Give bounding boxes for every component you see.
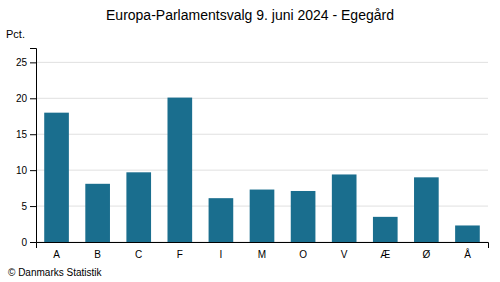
x-tick: C	[135, 249, 142, 260]
grid-line	[36, 134, 488, 135]
y-tick-label: 5	[21, 201, 27, 212]
x-tick: Æ	[380, 249, 390, 260]
grid-line	[36, 98, 488, 99]
y-tick-mark	[30, 170, 36, 171]
x-tick: V	[341, 249, 348, 260]
x-tick-label: C	[135, 249, 142, 260]
x-tick: Ø	[422, 249, 430, 260]
y-tick-label: 25	[16, 57, 28, 68]
chart: Europa-Parlamentsvalg 9. juni 2024 - Ege…	[0, 0, 500, 282]
x-tick-label: M	[258, 249, 266, 260]
x-tick: B	[94, 249, 101, 260]
x-axis: ABCFIMOVÆØÅ	[37, 243, 489, 261]
x-tick-label: F	[177, 249, 183, 260]
x-tick-label: O	[299, 249, 307, 260]
x-tick: F	[177, 249, 183, 260]
bar	[126, 172, 151, 242]
y-tick-label: 0	[21, 237, 27, 248]
y-label: Pct.	[6, 28, 25, 40]
y-tick-label: 20	[16, 93, 28, 104]
x-axis-line	[37, 243, 489, 249]
bars	[44, 98, 480, 242]
bar	[44, 113, 69, 242]
x-tick-label: Æ	[380, 249, 390, 260]
title: Europa-Parlamentsvalg 9. juni 2024 - Ege…	[106, 7, 394, 23]
grid-line	[36, 170, 488, 171]
y-tick-label: 15	[16, 129, 28, 140]
x-tick-label: I	[220, 249, 223, 260]
y-tick: 20	[16, 93, 36, 104]
x-tick-label: B	[94, 249, 101, 260]
y-tick-label: 10	[16, 165, 28, 176]
y-tick-mark	[30, 134, 36, 135]
x-tick-label: A	[53, 249, 60, 260]
bar	[167, 98, 192, 242]
y-tick: 10	[16, 165, 36, 176]
bar	[414, 177, 439, 242]
y-tick: 0	[21, 237, 36, 248]
grid	[36, 62, 488, 242]
y-tick: 15	[16, 129, 36, 140]
x-tick-label: Å	[464, 248, 471, 260]
x-tick: A	[53, 249, 60, 260]
x-tick: O	[299, 249, 307, 260]
x-tick-label: Ø	[422, 249, 430, 260]
y-tick-mark	[30, 242, 36, 243]
bar	[209, 198, 234, 242]
bar	[373, 217, 398, 242]
y-tick: 5	[21, 201, 36, 212]
grid-line	[36, 62, 488, 63]
y-axis-line	[30, 49, 37, 243]
bar	[291, 191, 316, 242]
bar	[85, 184, 110, 242]
x-tick: I	[220, 249, 223, 260]
y-tick-mark	[30, 62, 36, 63]
annotation: © Danmarks Statistik	[8, 267, 103, 278]
plot: 0 5 10 15 20 25 A B C F I M O V Æ Ø Å Pct.	[6, 28, 489, 260]
x-tick-label: V	[341, 249, 348, 260]
y-axis: 0 5 10 15 20 25	[16, 49, 37, 248]
bar	[455, 225, 480, 242]
bar	[332, 174, 357, 242]
x-tick: M	[258, 249, 266, 260]
bar	[250, 190, 275, 242]
y-tick-mark	[30, 206, 36, 207]
y-tick: 25	[16, 57, 36, 68]
y-tick-mark	[30, 98, 36, 99]
x-tick: Å	[464, 248, 471, 260]
